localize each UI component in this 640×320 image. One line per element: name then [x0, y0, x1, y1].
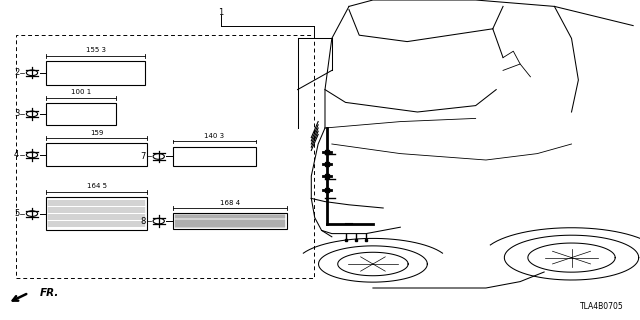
Text: 3: 3 — [14, 109, 19, 118]
Text: 164 5: 164 5 — [86, 183, 107, 189]
Text: TLA4B0705: TLA4B0705 — [580, 302, 624, 311]
Text: 140 3: 140 3 — [204, 133, 225, 139]
Text: 155 3: 155 3 — [86, 47, 106, 53]
Bar — [46, 103, 116, 125]
Text: 7: 7 — [141, 152, 146, 161]
Text: 2: 2 — [14, 68, 19, 77]
Text: 8: 8 — [141, 217, 146, 226]
Text: 1: 1 — [218, 8, 223, 17]
Text: 100 1: 100 1 — [71, 89, 92, 95]
Text: 5: 5 — [14, 209, 19, 218]
Bar — [46, 143, 147, 166]
Bar — [16, 35, 314, 278]
Bar — [173, 213, 287, 229]
Bar — [46, 61, 145, 85]
Text: 4: 4 — [14, 150, 19, 159]
Text: 159: 159 — [90, 130, 103, 136]
Text: 168 4: 168 4 — [220, 200, 240, 206]
Text: FR.: FR. — [40, 288, 59, 298]
Bar — [46, 197, 147, 230]
Bar — [173, 147, 256, 166]
